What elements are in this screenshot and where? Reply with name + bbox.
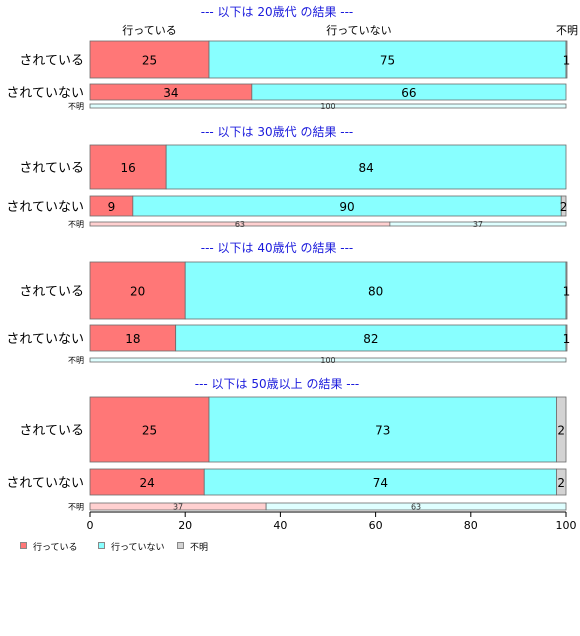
data-label: 75 [380,54,395,68]
row-label: されていない [6,200,84,215]
panel-title: --- 以下は 40歳代 の結果 --- [201,241,354,255]
bar-segment [265,502,567,511]
panel-title: --- 以下は 30歳代 の結果 --- [201,125,354,139]
column-header: 行っていない [326,24,391,37]
bar-segment [89,144,167,190]
data-label: 16 [120,161,135,175]
bar-segment [565,261,568,320]
bar-segment [89,324,177,352]
x-tick-label: 20 [178,519,192,532]
data-label: 63 [235,220,245,229]
data-label: 82 [363,332,378,346]
bar-segment [89,103,567,109]
row-label: されていない [6,332,84,347]
x-tick-label: 0 [87,519,94,532]
data-label: 80 [368,285,383,299]
bar-segment [208,396,557,463]
bar-segment [89,357,567,363]
column-header: 不明 [556,24,578,37]
bar-segment [565,40,568,79]
bar-segment [556,468,567,496]
row-label: 不明 [68,503,84,512]
row-label: 不明 [68,220,84,229]
legend-label-yes: 行っている [33,543,78,553]
data-label: 84 [358,161,373,175]
bar-segment [556,396,567,463]
data-label: 73 [375,424,390,438]
data-label: 1 [563,285,571,299]
data-label: 1 [563,54,571,68]
x-tick-label: 100 [556,519,577,532]
data-label: 9 [108,200,116,214]
data-label: 1 [563,332,571,346]
data-label: 74 [373,476,388,490]
bar-segment [389,221,567,227]
bar-segment [251,83,567,101]
legend-swatch-no [98,542,105,549]
row-label: されている [19,161,84,176]
bar-segment [175,324,567,352]
row-label: 不明 [68,102,84,111]
column-header: 行っている [122,24,176,37]
row-label: されている [19,285,84,300]
row-label: されていない [6,86,84,101]
bar-segment [89,261,186,320]
data-label: 25 [142,54,157,68]
bar-segment [565,324,568,352]
legend-label-no: 行っていない [111,543,165,553]
panel-title: --- 以下は 20歳代 の結果 --- [201,5,354,19]
row-label: されている [19,424,84,439]
bar-segment [89,40,210,79]
bar-segment [208,40,567,79]
legend-swatch-yes [20,542,27,549]
data-label: 90 [339,200,354,214]
data-label: 18 [125,332,140,346]
bar-segment [89,468,205,496]
x-tick-label: 80 [464,519,478,532]
bar-segment [165,144,567,190]
bar-segment [89,396,210,463]
data-label: 24 [139,476,154,490]
data-label: 100 [320,102,335,111]
legend-label-unknown: 不明 [190,543,209,553]
data-label: 37 [473,220,483,229]
data-label: 2 [557,424,565,438]
data-label: 20 [130,285,145,299]
data-label: 25 [142,424,157,438]
bar-segment [184,261,567,320]
bar-segment [560,195,567,217]
data-label: 100 [320,356,335,365]
data-label: 34 [163,86,178,100]
x-tick-label: 60 [369,519,383,532]
data-label: 63 [411,503,421,512]
row-label: されていない [6,476,84,491]
x-tick-label: 40 [273,519,287,532]
bar-segment [203,468,557,496]
legend-swatch-unknown [177,542,184,549]
row-label: されている [19,54,84,69]
panel-title: --- 以下は 50歳以上 の結果 --- [195,377,360,391]
row-label: 不明 [68,356,84,365]
data-label: 2 [557,476,565,490]
data-label: 37 [173,503,183,512]
data-label: 2 [560,200,568,214]
data-label: 66 [401,86,416,100]
